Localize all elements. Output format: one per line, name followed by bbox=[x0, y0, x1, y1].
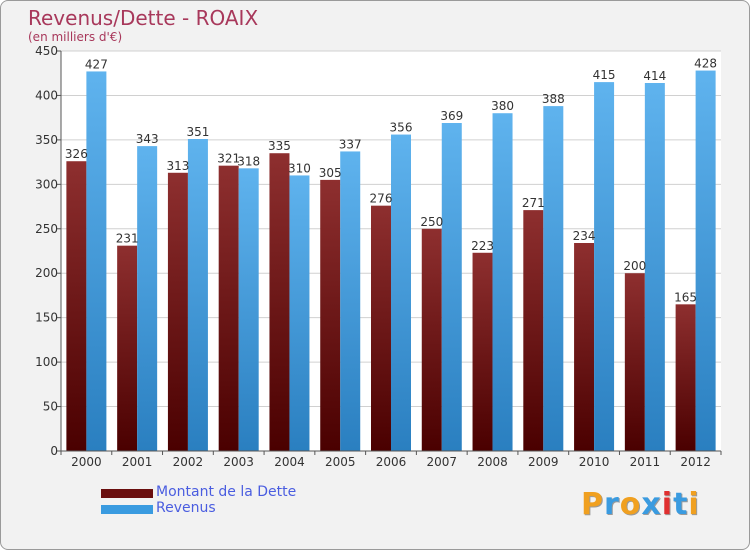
bar-revenus bbox=[492, 113, 513, 451]
bar-debt bbox=[269, 153, 290, 451]
x-tick-label: 2009 bbox=[528, 455, 559, 469]
data-label-revenus: 428 bbox=[694, 57, 717, 71]
logo-letter: t bbox=[673, 487, 689, 522]
data-label-debt: 234 bbox=[573, 229, 596, 243]
bar-revenus bbox=[86, 71, 107, 451]
data-label-revenus: 343 bbox=[136, 132, 159, 146]
x-tick-label: 2000 bbox=[71, 455, 102, 469]
y-tick-label: 400 bbox=[35, 88, 58, 102]
y-tick-label: 250 bbox=[35, 222, 58, 236]
legend-label-debt: Montant de la Dette bbox=[156, 484, 297, 500]
data-label-debt: 271 bbox=[522, 196, 545, 210]
legend-swatch-revenus bbox=[101, 505, 153, 514]
bar-revenus bbox=[137, 146, 158, 451]
bar-revenus bbox=[187, 139, 208, 451]
x-tick-label: 2008 bbox=[477, 455, 508, 469]
y-tick-label: 450 bbox=[35, 44, 58, 58]
x-tick-label: 2011 bbox=[630, 455, 661, 469]
data-label-debt: 305 bbox=[319, 166, 342, 180]
legend-swatch-debt bbox=[101, 489, 153, 498]
bar-debt bbox=[66, 161, 87, 451]
data-label-debt: 231 bbox=[116, 232, 139, 246]
x-tick-label: 2002 bbox=[173, 455, 204, 469]
x-tick-label: 2010 bbox=[579, 455, 610, 469]
data-label-revenus: 351 bbox=[186, 125, 209, 139]
bar-debt bbox=[167, 172, 188, 451]
logo-letter: P bbox=[581, 487, 604, 522]
data-label-debt: 276 bbox=[370, 192, 393, 206]
y-tick-label: 50 bbox=[43, 400, 58, 414]
data-label-debt: 165 bbox=[674, 290, 697, 304]
logo-letter: r bbox=[604, 487, 620, 522]
data-label-revenus: 388 bbox=[542, 92, 565, 106]
bar-debt bbox=[117, 245, 138, 451]
bar-revenus bbox=[543, 106, 564, 451]
bar-debt bbox=[624, 273, 645, 451]
data-label-revenus: 427 bbox=[85, 57, 108, 71]
y-tick-label: 350 bbox=[35, 133, 58, 147]
legend-label-revenus: Revenus bbox=[156, 500, 216, 516]
data-label-revenus: 380 bbox=[491, 99, 514, 113]
proxiti-logo: Proxiti bbox=[581, 487, 700, 522]
data-label-revenus: 310 bbox=[288, 161, 311, 175]
logo-letter: o bbox=[619, 487, 642, 522]
data-label-debt: 313 bbox=[166, 159, 189, 173]
chart-title: Revenus/Dette - ROAIX bbox=[28, 6, 259, 30]
bar-revenus bbox=[391, 134, 411, 452]
x-tick-label: 2007 bbox=[426, 455, 457, 469]
data-label-debt: 326 bbox=[65, 147, 88, 161]
data-label-debt: 335 bbox=[268, 139, 291, 153]
bar-revenus bbox=[289, 175, 310, 451]
bar-debt bbox=[218, 165, 239, 451]
data-label-debt: 200 bbox=[623, 259, 646, 273]
y-tick-label: 100 bbox=[35, 355, 58, 369]
data-label-revenus: 318 bbox=[237, 154, 260, 168]
x-tick-label: 2012 bbox=[680, 455, 711, 469]
y-tick-label: 200 bbox=[35, 266, 58, 280]
data-label-revenus: 415 bbox=[593, 68, 616, 82]
data-label-debt: 223 bbox=[471, 239, 494, 253]
x-tick-label: 2005 bbox=[325, 455, 356, 469]
data-label-revenus: 337 bbox=[339, 137, 362, 151]
bar-revenus bbox=[340, 151, 361, 451]
bar-revenus bbox=[644, 83, 665, 451]
bar-revenus bbox=[695, 70, 716, 452]
bar-debt bbox=[523, 210, 544, 451]
chart-subtitle: (en milliers d'€) bbox=[28, 30, 123, 44]
x-tick-label: 2001 bbox=[122, 455, 153, 469]
bar-debt bbox=[472, 252, 493, 451]
logo-letter: x bbox=[641, 487, 662, 522]
data-label-debt: 250 bbox=[420, 215, 443, 229]
x-tick-label: 2004 bbox=[274, 455, 305, 469]
logo-letter: i bbox=[661, 487, 674, 522]
bar-debt bbox=[320, 179, 341, 451]
bar-debt bbox=[371, 205, 391, 451]
logo-letter: i bbox=[688, 487, 700, 522]
bar-debt bbox=[574, 243, 595, 451]
bar-revenus bbox=[594, 82, 615, 451]
bar-debt bbox=[421, 228, 442, 451]
x-tick-label: 2003 bbox=[223, 455, 254, 469]
x-tick-label: 2006 bbox=[376, 455, 407, 469]
data-label-revenus: 356 bbox=[390, 121, 413, 135]
bar-revenus bbox=[441, 123, 462, 451]
y-tick-label: 150 bbox=[35, 311, 58, 325]
bar-debt bbox=[675, 304, 696, 451]
y-tick-label: 0 bbox=[50, 444, 58, 458]
y-tick-label: 300 bbox=[35, 177, 58, 191]
data-label-revenus: 369 bbox=[440, 109, 463, 123]
bar-revenus bbox=[238, 168, 259, 452]
data-label-debt: 321 bbox=[217, 152, 240, 166]
data-label-revenus: 414 bbox=[643, 69, 666, 83]
